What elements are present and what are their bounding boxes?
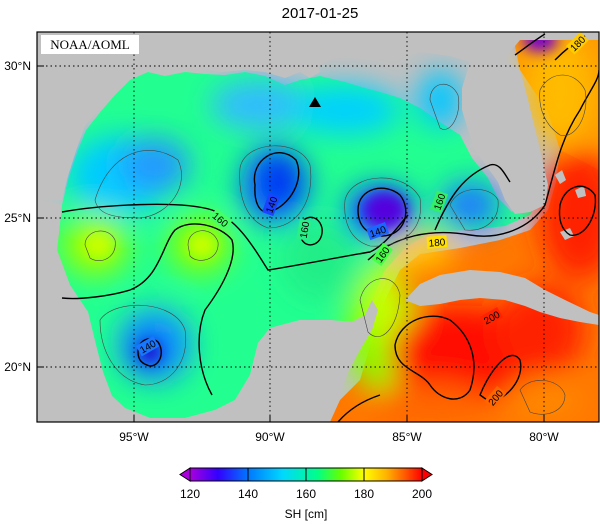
minor-contours xyxy=(84,74,587,415)
lon-label: 80°W xyxy=(529,430,559,444)
credit-box: NOAA/AOML xyxy=(41,35,139,54)
colorbar-tick: 160 xyxy=(296,487,316,501)
colorbar-tick: 200 xyxy=(412,487,432,501)
colorbar-low-arrow xyxy=(179,467,191,482)
colorbar-label: SH [cm] xyxy=(285,507,328,521)
tick-marks xyxy=(37,65,545,422)
contour-140-c xyxy=(137,338,162,367)
lat-label: 25°N xyxy=(4,211,31,225)
colorbar-high-arrow xyxy=(421,467,433,482)
contour-160-main xyxy=(61,203,409,271)
contour-label: 160 xyxy=(299,220,313,239)
contour-200-a xyxy=(394,315,475,400)
contour-180-a xyxy=(367,69,599,261)
colorbar-tick: 180 xyxy=(354,487,374,501)
colorbar-tick: 120 xyxy=(180,487,200,501)
lon-label: 85°W xyxy=(392,430,422,444)
map-frame xyxy=(36,31,600,423)
contour-160-west xyxy=(61,223,234,396)
contour-160-east xyxy=(434,163,511,231)
triangle-marker xyxy=(309,97,321,107)
colorbar-tick: 140 xyxy=(238,487,258,501)
lat-label: 30°N xyxy=(4,59,31,73)
map-title: 2017-01-25 xyxy=(282,5,359,22)
lon-label: 90°W xyxy=(255,430,285,444)
contour-label: 180 xyxy=(428,237,446,249)
colorbar: 120 140 160 180 200 SH [cm] xyxy=(179,467,433,521)
lat-label: 20°N xyxy=(4,360,31,374)
mexico xyxy=(37,200,372,422)
contour-180-b xyxy=(337,394,381,422)
cuba xyxy=(405,270,599,325)
map-panel: 140 140 140 160 160 160 160 180 180 200 … xyxy=(37,32,599,422)
credit-text: NOAA/AOML xyxy=(50,37,130,52)
sea-height-field xyxy=(57,32,599,422)
contour-140-a xyxy=(253,152,300,213)
contour-160-ne xyxy=(514,33,546,56)
florida xyxy=(462,60,548,214)
graticule xyxy=(37,32,599,422)
contour-lines xyxy=(61,33,599,422)
lon-label: 95°W xyxy=(119,430,149,444)
contour-200-c xyxy=(558,185,597,236)
